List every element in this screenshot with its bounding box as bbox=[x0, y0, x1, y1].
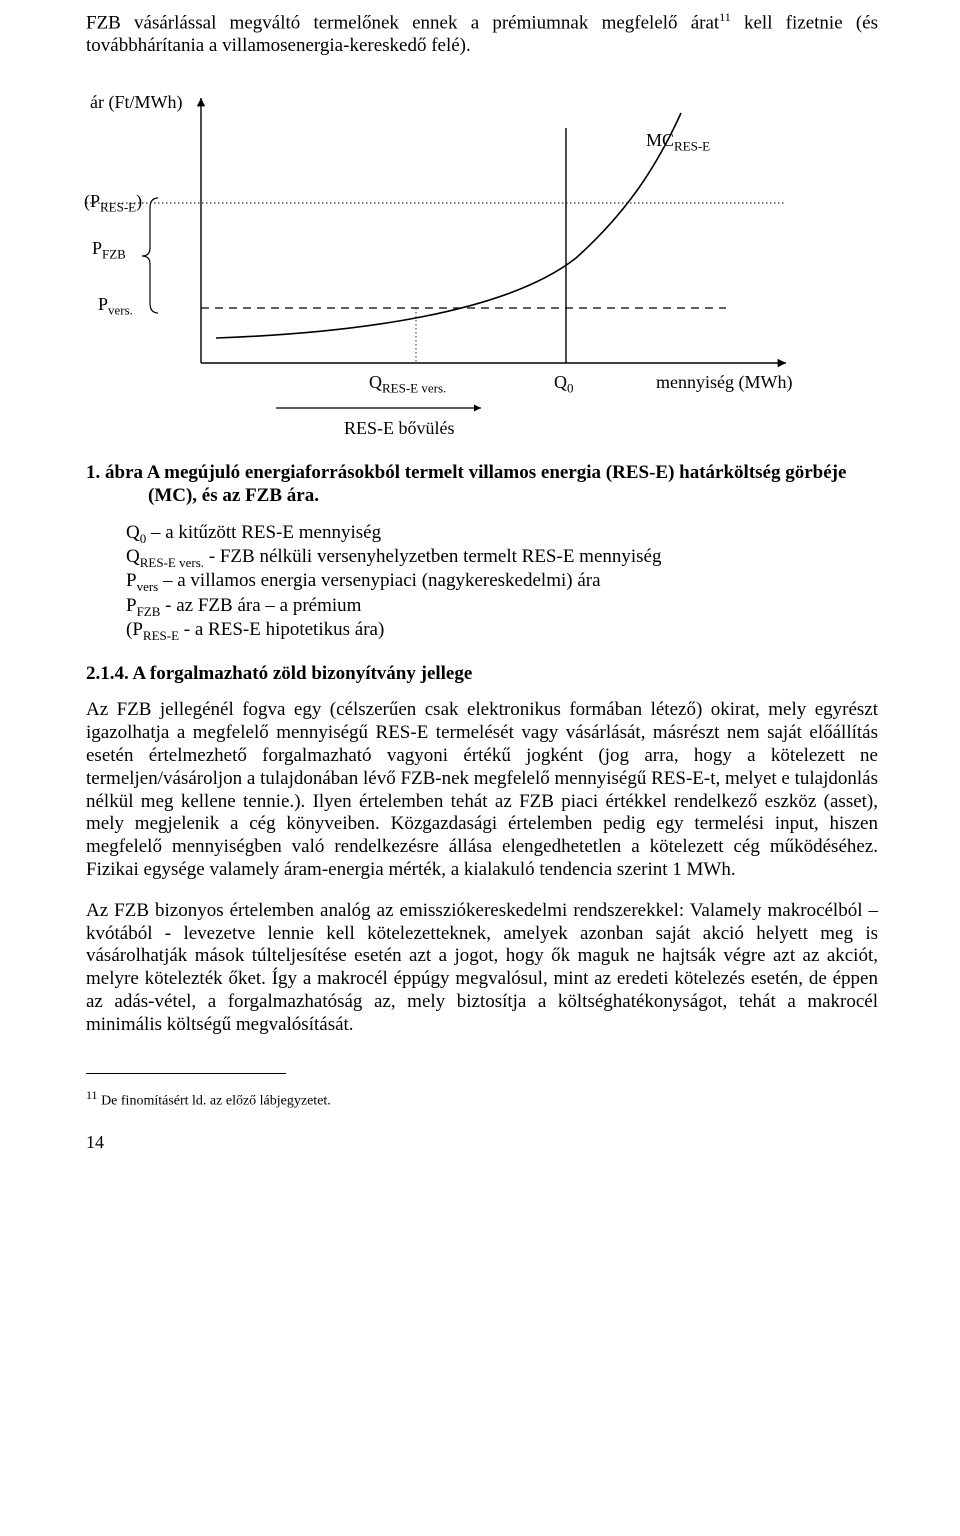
footnote-ref-11: 11 bbox=[719, 10, 731, 24]
chart-expansion-label: RES-E bővülés bbox=[344, 418, 455, 439]
paragraph-intro: FZB vásárlással megváltó termelőnek enne… bbox=[86, 10, 878, 58]
chart-q0-label: Q0 bbox=[554, 372, 574, 397]
footnote-marker: 11 bbox=[86, 1088, 98, 1102]
chart-x-axis-label: mennyiség (MWh) bbox=[656, 372, 792, 393]
chart-y-axis-label: ár (Ft/MWh) bbox=[90, 92, 182, 113]
footnote-separator bbox=[86, 1073, 286, 1074]
paragraph-nature-1: Az FZB jellegénél fogva egy (célszerűen … bbox=[86, 699, 878, 881]
chart-p-rese-label: (PRES-E) bbox=[84, 191, 142, 216]
chart-q-rese-label: QRES-E vers. bbox=[369, 372, 446, 397]
figure-text: A megújuló energiaforrásokból termelt vi… bbox=[147, 462, 847, 506]
def-p-rese: (PRES-E - a RES-E hipotetikus ára) bbox=[126, 619, 878, 643]
paragraph-nature-2: Az FZB bizonyos értelemben analóg az emi… bbox=[86, 900, 878, 1037]
def-q0: Q0 – a kitűzött RES-E mennyiség bbox=[126, 522, 878, 546]
def-p-fzb: PFZB - az FZB ára – a prémium bbox=[126, 595, 878, 619]
chart-mc-label: MCRES-E bbox=[646, 130, 710, 155]
chart-p-fzb-label: PFZB bbox=[92, 238, 126, 263]
page-number: 14 bbox=[86, 1132, 878, 1153]
section-number: 2.1.4. bbox=[86, 663, 132, 684]
section-title: A forgalmazható zöld bizonyítvány jelleg… bbox=[132, 663, 472, 684]
mc-curve-chart: ár (Ft/MWh) MCRES-E (PRES-E) PFZB Pvers.… bbox=[86, 88, 846, 438]
figure-number: 1. ábra bbox=[86, 462, 147, 483]
section-heading: 2.1.4. A forgalmazható zöld bizonyítvány… bbox=[86, 663, 878, 685]
footnote-text: De finomításért ld. az előző lábjegyzete… bbox=[98, 1093, 331, 1108]
def-q-rese-vers: QRES-E vers. - FZB nélküli versenyhelyze… bbox=[126, 546, 878, 570]
para1-text-a: FZB vásárlással megváltó termelőnek enne… bbox=[86, 12, 719, 33]
chart-p-vers-label: Pvers. bbox=[98, 294, 133, 319]
definitions-block: Q0 – a kitűzött RES-E mennyiség QRES-E v… bbox=[126, 522, 878, 644]
footnote-11: 11 De finomításért ld. az előző lábjegyz… bbox=[86, 1088, 878, 1110]
document-page: FZB vásárlással megváltó termelőnek enne… bbox=[0, 0, 960, 1536]
figure-caption: 1. ábra A megújuló energiaforrásokból te… bbox=[86, 462, 878, 508]
def-p-vers: Pvers – a villamos energia versenypiaci … bbox=[126, 570, 878, 594]
